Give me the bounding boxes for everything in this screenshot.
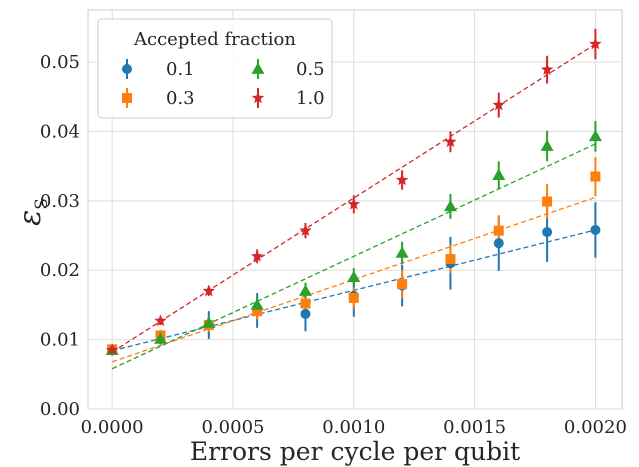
legend: Accepted fraction 0.1 0.3 0.5 1.0 [97, 18, 333, 119]
x-tick-label: 0.0015 [443, 417, 506, 438]
legend-0-5-label: 0.5 [296, 59, 325, 80]
series-0-5-point [153, 332, 167, 344]
legend-0-1-marker [122, 64, 132, 74]
y-tick-label: 0.03 [40, 191, 80, 212]
y-axis-label-main: ε [13, 210, 48, 226]
series-0-3-point [300, 298, 311, 309]
y-axis-label-sub: S [32, 198, 52, 210]
svg-text:εS: εS [13, 198, 52, 226]
x-tick-label: 0.0010 [322, 417, 385, 438]
y-tick-label: 0.00 [40, 399, 80, 420]
series-0-3-point [348, 292, 359, 303]
series-0-1-point [300, 308, 311, 319]
legend-box [97, 18, 333, 119]
y-tick-label: 0.05 [40, 52, 80, 73]
x-tick-label: 0.0000 [81, 417, 144, 438]
legend-entries: 0.1 0.3 0.5 1.0 [122, 59, 325, 109]
legend-title: Accepted fraction [133, 29, 296, 50]
series-0-5-point [298, 284, 312, 296]
series-0-5-fit-line [111, 143, 596, 370]
series-0-3-point [493, 225, 504, 236]
series-0-3-fit-line [111, 196, 596, 363]
series-0-3-point [445, 254, 456, 265]
series-1-0-point [202, 284, 215, 297]
x-axis-label: Errors per cycle per qubit [190, 437, 520, 466]
y-tick-labels: 0.00 0.01 0.02 0.03 0.04 0.05 [40, 52, 80, 420]
series-0-5-point [443, 199, 457, 212]
series-0-5-point [250, 298, 264, 310]
series-0-5-point [492, 168, 506, 181]
series-1-0-point [299, 224, 312, 236]
series-0-3-point [590, 171, 601, 182]
series-0-5-point [202, 316, 216, 328]
y-tick-label: 0.02 [40, 260, 80, 281]
series-1-0-point [105, 343, 119, 356]
series-0-5-point [540, 139, 554, 151]
series-1-0-point [540, 63, 554, 75]
series-0-3-point [542, 196, 553, 207]
y-tick-label: 0.04 [40, 121, 80, 142]
series-1-0-point [444, 135, 457, 148]
data-markers [105, 37, 602, 356]
series-0-1-point [542, 227, 553, 238]
series-0-3-point [252, 306, 263, 317]
series-0-1-point [493, 238, 504, 249]
series-0-5-point [347, 270, 361, 283]
y-axis-label: εS [13, 198, 52, 226]
series-1-0-point [347, 197, 360, 210]
legend-1-0-label: 1.0 [296, 88, 325, 109]
x-tick-label: 0.0005 [201, 417, 264, 438]
series-0-3-point [397, 279, 408, 290]
series-1-0-point [589, 37, 602, 50]
series-1-0-point [154, 314, 167, 327]
y-tick-label: 0.01 [40, 330, 80, 351]
legend-0-1-label: 0.1 [166, 59, 195, 80]
series-0-5-point [588, 129, 602, 142]
legend-1-0-marker [251, 91, 265, 104]
legend-0-3-marker [122, 93, 132, 103]
legend-0-3-label: 0.3 [166, 88, 195, 109]
x-tick-label: 0.0020 [564, 417, 627, 438]
series-1-0-point [395, 173, 409, 186]
series-1-0-point [250, 249, 264, 262]
x-tick-labels: 0.0000 0.0005 0.0010 0.0015 0.0020 [81, 417, 627, 438]
series-0-5-point [395, 246, 409, 258]
series-0-1-point [590, 224, 601, 235]
legend-0-5-marker [251, 62, 265, 74]
series-1-0-point [492, 98, 505, 111]
